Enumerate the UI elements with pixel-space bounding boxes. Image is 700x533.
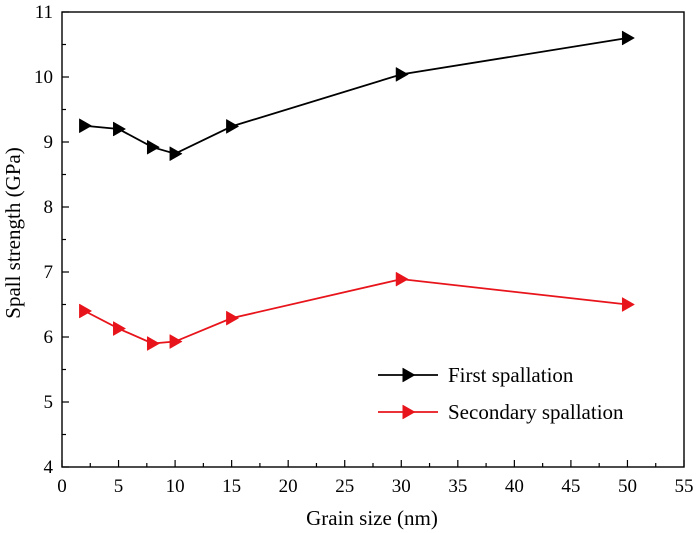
data-point: [146, 139, 160, 155]
data-point: [621, 30, 635, 46]
legend-entry-1: First spallation: [378, 363, 574, 387]
x-tick-label: 5: [114, 476, 124, 497]
x-axis-label: Grain size (nm): [306, 506, 438, 530]
legend-marker: [402, 404, 416, 420]
y-tick-label: 4: [44, 457, 54, 478]
data-point: [113, 121, 127, 137]
y-tick-label: 5: [44, 392, 54, 413]
data-point: [79, 303, 93, 319]
data-point: [226, 118, 240, 134]
data-point: [226, 310, 240, 326]
legend: First spallation Secondary spallation: [378, 363, 624, 424]
data-point: [169, 146, 183, 162]
x-tick-label: 45: [561, 476, 580, 497]
data-point: [169, 334, 183, 349]
series-line: [84, 37, 628, 155]
legend-label: Secondary spallation: [448, 400, 624, 424]
y-tick-label: 7: [44, 262, 54, 283]
data-point: [621, 297, 635, 312]
x-tick-label: 30: [392, 476, 411, 497]
x-tick-label: 35: [448, 476, 467, 497]
data-point: [395, 271, 409, 287]
series-layer: [79, 30, 635, 351]
x-tick-label: 25: [335, 476, 354, 497]
x-tick-label: 40: [505, 476, 524, 497]
y-tick-label: 10: [34, 67, 53, 88]
series-1: [79, 30, 635, 162]
plot-frame: [61, 11, 685, 468]
y-tick-label: 6: [44, 327, 54, 348]
y-axis-label: Spall strength (GPa): [1, 147, 25, 318]
x-tick-label: 0: [57, 476, 67, 497]
data-point: [79, 118, 93, 134]
data-point: [395, 66, 409, 82]
x-tick-label: 15: [222, 476, 241, 497]
y-tick-label: 9: [44, 132, 54, 153]
x-tick-label: 55: [675, 476, 694, 497]
legend-entry-2: Secondary spallation: [378, 400, 624, 424]
data-point: [146, 336, 160, 351]
y-tick-label: 8: [44, 197, 54, 218]
legend-marker: [402, 367, 416, 383]
data-point: [113, 321, 127, 336]
series-line: [84, 278, 628, 345]
legend-label: First spallation: [448, 363, 574, 387]
x-tick-label: 10: [166, 476, 185, 497]
x-tick-label: 20: [279, 476, 298, 497]
series-2: [79, 271, 635, 351]
y-tick-label: 11: [35, 2, 53, 23]
x-tick-label: 50: [618, 476, 637, 497]
